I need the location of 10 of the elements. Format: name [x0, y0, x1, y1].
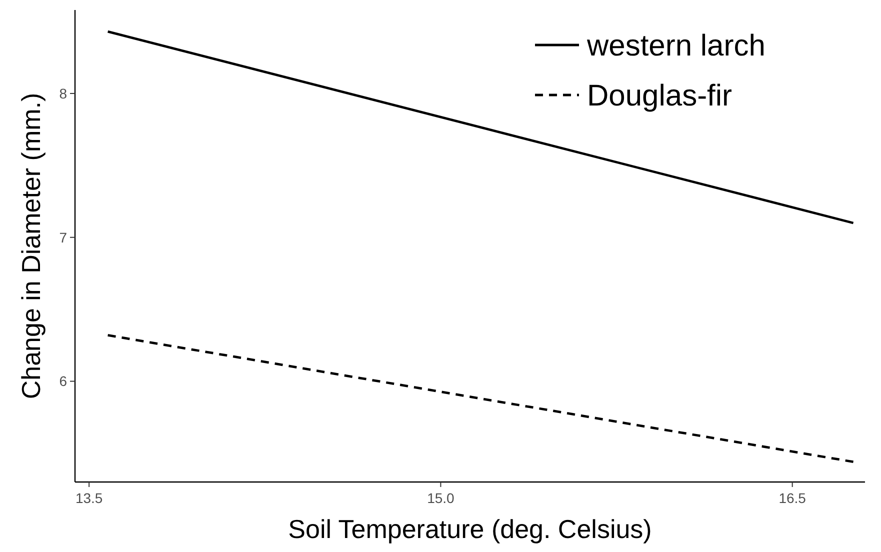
x-tick-label: 15.0 [427, 490, 455, 506]
y-tick-label: 8 [59, 85, 68, 102]
x-axis-title: Soil Temperature (deg. Celsius) [288, 514, 652, 544]
x-tick-label: 16.5 [778, 490, 806, 506]
x-tick-label: 13.5 [75, 490, 103, 506]
y-tick-label: 6 [59, 373, 68, 390]
legend-label: Douglas-fir [587, 80, 732, 112]
legend-label: western larch [586, 30, 766, 62]
y-axis-title: Change in Diameter (mm.) [16, 92, 46, 400]
y-tick-label: 7 [59, 229, 68, 246]
